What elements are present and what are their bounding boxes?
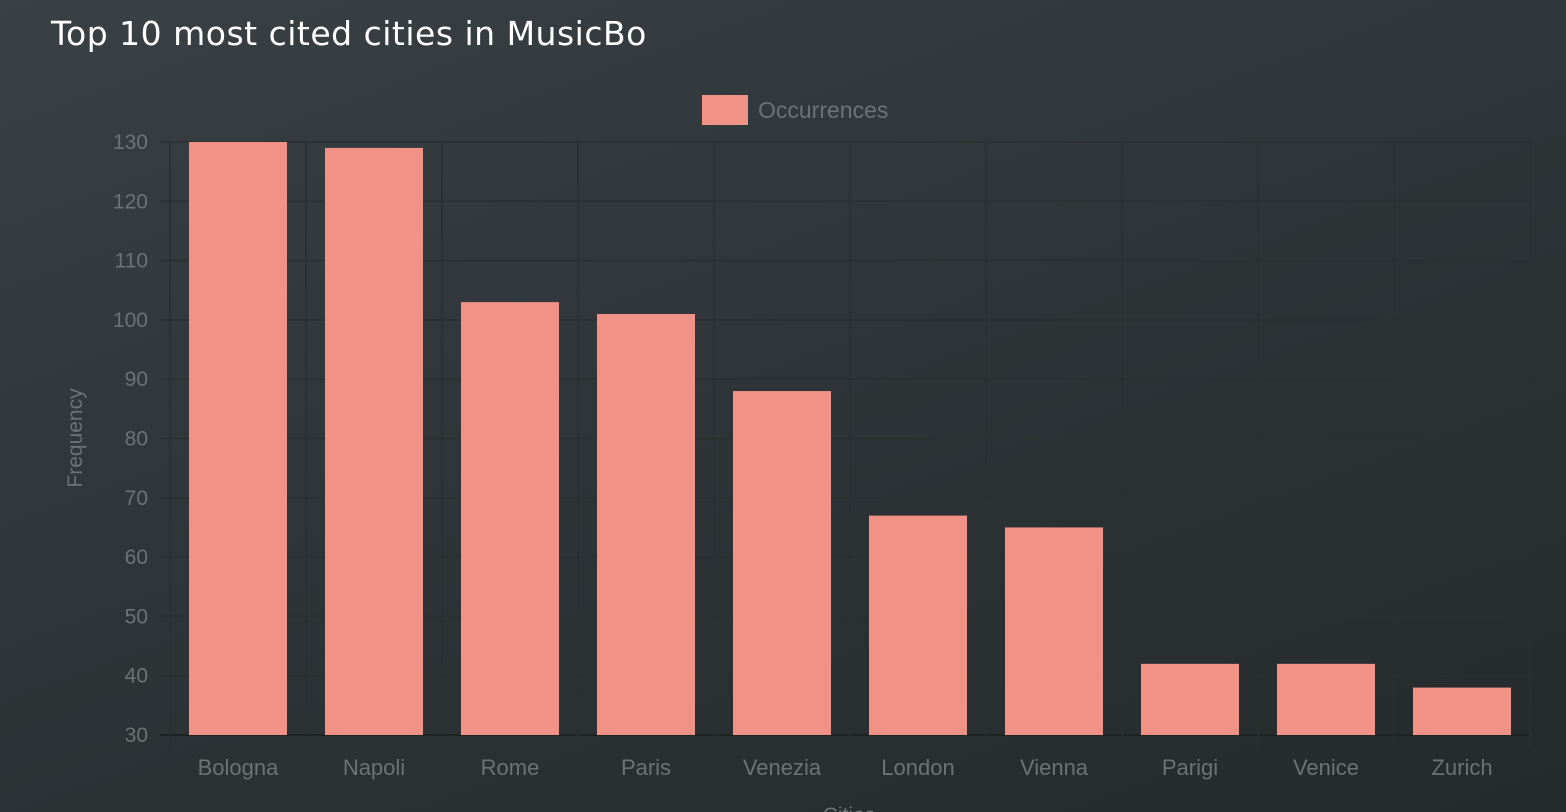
x-tick-label: London: [881, 755, 954, 780]
bar-napoli[interactable]: [325, 147, 423, 735]
x-tick-label: Paris: [621, 755, 671, 780]
bar-rome[interactable]: [461, 302, 559, 735]
y-tick-label: 40: [125, 665, 148, 688]
legend-swatch: [702, 95, 748, 125]
bar-zurich[interactable]: [1413, 687, 1511, 735]
bar-venice[interactable]: [1277, 663, 1375, 735]
x-tick-label: Rome: [481, 755, 540, 780]
bar-paris[interactable]: [597, 313, 695, 735]
x-tick-label: Zurich: [1431, 755, 1492, 780]
y-tick-label: 50: [125, 605, 148, 628]
y-tick-label: 70: [125, 487, 148, 510]
bar-parigi[interactable]: [1141, 663, 1239, 735]
x-axis-ticks: Bologna Napoli Rome Paris Venezia London Vienn…: [198, 755, 1493, 780]
y-axis-title: Frequency: [64, 388, 87, 488]
y-tick-label: 130: [113, 131, 148, 154]
x-tick-label: Bologna: [198, 755, 280, 780]
bar-vienna[interactable]: [1005, 527, 1103, 735]
y-tick-label: 60: [125, 546, 148, 569]
x-tick-label: Venezia: [743, 755, 822, 780]
y-tick-label: 100: [113, 309, 148, 332]
y-tick-label: 120: [113, 190, 148, 213]
chart-title: Top 10 most cited cities in MusicBo: [51, 14, 647, 53]
x-tick-label: Napoli: [343, 755, 405, 780]
bar-venezia[interactable]: [733, 391, 831, 735]
x-tick-label: Vienna: [1020, 755, 1089, 780]
x-axis-title: Cities: [823, 804, 876, 812]
bar-bologna[interactable]: [189, 142, 287, 735]
bar-london[interactable]: [869, 515, 967, 735]
legend[interactable]: Occurrences: [702, 95, 888, 125]
y-tick-label: 110: [115, 250, 148, 273]
y-tick-label: 30: [125, 724, 148, 747]
y-tick-label: 80: [125, 428, 148, 451]
legend-label: Occurrences: [758, 97, 888, 123]
bars: [189, 142, 1511, 735]
x-tick-label: Parigi: [1162, 755, 1218, 780]
x-tick-label: Venice: [1293, 755, 1359, 780]
y-axis-ticks: 30 40 50 60 70 80 90 100 110 120 130: [113, 131, 148, 747]
y-tick-label: 90: [125, 368, 148, 391]
